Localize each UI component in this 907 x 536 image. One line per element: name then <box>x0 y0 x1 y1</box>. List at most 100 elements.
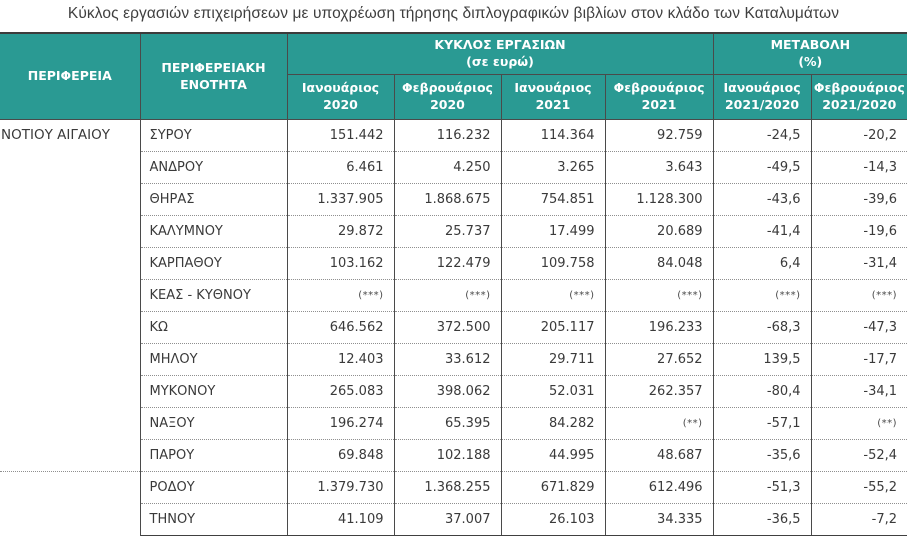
regional-unit-cell: ΠΑΡΟΥ <box>140 439 288 472</box>
value-cell: 122.479 <box>394 247 502 280</box>
table-row: ΚΩ 646.562 372.500 205.117 196.233 -68,3 -47,3 <box>0 311 907 344</box>
value-cell: 17.499 <box>501 215 606 248</box>
value-cell: -47,3 <box>811 311 907 344</box>
group-header-turnover-line2: (σε ευρώ) <box>466 54 534 69</box>
value-cell: 754.851 <box>501 183 606 216</box>
value-cell: 84.282 <box>501 407 606 440</box>
value-cell: (**) <box>811 407 907 440</box>
value-cell: 33.612 <box>394 343 502 376</box>
column-header-regional-unit: ΠΕΡΙΦΕΡΕΙΑΚΗ ΕΝΟΤΗΤΑ <box>139 32 288 120</box>
value-cell: 27.652 <box>605 343 714 376</box>
value-cell: 4.250 <box>394 151 502 184</box>
regional-unit-cell: ΚΕΑΣ - ΚΥΘΝΟΥ <box>140 279 288 312</box>
regional-unit-cell: ΝΑΞΟΥ <box>140 407 288 440</box>
value-cell: -80,4 <box>713 375 812 408</box>
group-header-change-line1: ΜΕΤΑΒΟΛΗ <box>770 37 851 53</box>
value-cell: -39,6 <box>811 183 907 216</box>
value-cell: 29.872 <box>287 215 395 248</box>
table-row: ΘΗΡΑΣ 1.337.905 1.868.675 754.851 1.128.300-… <box>0 183 907 216</box>
value-cell: 372.500 <box>394 311 502 344</box>
column-header-region: ΠΕΡΙΦΕΡΕΙΑ <box>0 32 141 120</box>
value-cell: 26.103 <box>501 503 606 536</box>
value-cell: -41,4 <box>713 215 812 248</box>
value-cell: 52.031 <box>501 375 606 408</box>
value-cell: -34,1 <box>811 375 907 408</box>
value-cell: 262.357 <box>605 375 714 408</box>
group-header-turnover-line1: ΚΥΚΛΟΣ ΕΡΓΑΣΙΩΝ <box>434 37 566 53</box>
value-cell: (***) <box>394 279 502 312</box>
regional-unit-cell: ΜΗΛΟΥ <box>140 343 288 376</box>
value-cell: 1.128.300 <box>605 183 714 216</box>
region-cell-continued <box>0 471 141 536</box>
value-cell: (***) <box>713 279 812 312</box>
value-cell: 1.379.730 <box>287 471 395 504</box>
regional-unit-cell: ΡΟΔΟΥ <box>140 471 288 504</box>
value-cell: -19,6 <box>811 215 907 248</box>
region-cell: ΝΟΤΙΟΥ ΑΙΓΑΙΟΥ <box>0 119 141 472</box>
value-cell: 1.337.905 <box>287 183 395 216</box>
column-header-jan-2020: Ιανουάριος 2020 <box>286 74 395 120</box>
value-cell: 29.711 <box>501 343 606 376</box>
value-cell: 84.048 <box>605 247 714 280</box>
regional-unit-cell: ΤΗΝΟΥ <box>140 503 288 536</box>
value-cell: 612.496 <box>605 471 714 504</box>
table-row: ΚΑΛΥΜΝΟΥ 29.872 25.737 17.499 20.689 -41,4 -19… <box>0 215 907 248</box>
column-header-feb-change: Φεβρουάριος 2021/2020 <box>810 74 907 120</box>
value-cell: -68,3 <box>713 311 812 344</box>
column-header-jan-change: Ιανουάριος 2021/2020 <box>712 74 812 120</box>
value-cell: -57,1 <box>713 407 812 440</box>
value-cell: 151.442 <box>287 119 395 152</box>
regional-unit-cell: ΣΥΡΟΥ <box>140 119 288 152</box>
value-cell: 103.162 <box>287 247 395 280</box>
regional-unit-cell: ΘΗΡΑΣ <box>140 183 288 216</box>
value-cell: (***) <box>501 279 606 312</box>
value-cell: -31,4 <box>811 247 907 280</box>
value-cell: 671.829 <box>501 471 606 504</box>
value-cell: 196.274 <box>287 407 395 440</box>
value-cell: 196.233 <box>605 311 714 344</box>
value-cell: -14,3 <box>811 151 907 184</box>
value-cell: -52,4 <box>811 439 907 472</box>
value-cell: 37.007 <box>394 503 502 536</box>
value-cell: -36,5 <box>713 503 812 536</box>
value-cell: 398.062 <box>394 375 502 408</box>
table-row: ΝΑΞΟΥ 196.274 65.395 84.282 (**) -57,1 (**) <box>0 407 907 440</box>
value-cell: 116.232 <box>394 119 502 152</box>
value-cell: (***) <box>605 279 714 312</box>
value-cell: -55,2 <box>811 471 907 504</box>
table-header: ΠΕΡΙΦΕΡΕΙΑ ΠΕΡΙΦΕΡΕΙΑΚΗ ΕΝΟΤΗΤΑ ΚΥΚΛΟΣ Ε… <box>0 32 907 120</box>
regional-unit-cell: ΚΑΛΥΜΝΟΥ <box>140 215 288 248</box>
regional-unit-cell: ΜΥΚΟΝΟΥ <box>140 375 288 408</box>
value-cell: 69.848 <box>287 439 395 472</box>
value-cell: 3.643 <box>605 151 714 184</box>
table-row: ΑΝΔΡΟΥ 6.461 4.250 3.265 3.643 -49,5 -14,3 <box>0 151 907 184</box>
value-cell: 646.562 <box>287 311 395 344</box>
regional-unit-cell: ΑΝΔΡΟΥ <box>140 151 288 184</box>
page-title: Κύκλος εργασιών επιχειρήσεων με υποχρέωσ… <box>67 5 840 22</box>
column-header-feb-2021: Φεβρουάριος 2021 <box>604 74 714 120</box>
value-cell: 20.689 <box>605 215 714 248</box>
value-cell: 65.395 <box>394 407 502 440</box>
value-cell: 44.995 <box>501 439 606 472</box>
value-cell: (**) <box>605 407 714 440</box>
value-cell: 114.364 <box>501 119 606 152</box>
value-cell: 205.117 <box>501 311 606 344</box>
value-cell: -51,3 <box>713 471 812 504</box>
table-body: ΝΟΤΙΟΥ ΑΙΓΑΙΟΥ ΣΥΡΟΥ 151.442 116.232 114.364… <box>0 119 907 536</box>
value-cell: 3.265 <box>501 151 606 184</box>
value-cell: 6.461 <box>287 151 395 184</box>
value-cell: 92.759 <box>605 119 714 152</box>
table-row: ΝΟΤΙΟΥ ΑΙΓΑΙΟΥ ΣΥΡΟΥ 151.442 116.232 114.364… <box>0 119 907 472</box>
column-header-jan-2021: Ιανουάριος 2021 <box>500 74 606 120</box>
value-cell: 12.403 <box>287 343 395 376</box>
table-row: ΤΗΝΟΥ 41.109 37.007 26.103 34.335 -36,5 -7,2 <box>0 503 907 536</box>
value-cell: -24,5 <box>713 119 812 152</box>
value-cell: 41.109 <box>287 503 395 536</box>
value-cell: (***) <box>287 279 395 312</box>
value-cell: -49,5 <box>713 151 812 184</box>
table-row: ΡΟΔΟΥ 1.379.730 1.368.255 671.829 612.496 -51… <box>0 471 907 536</box>
table-row: ΚΕΑΣ - ΚΥΘΝΟΥ (***) (***) (***) (***) (***) (*… <box>0 279 907 312</box>
regional-unit-cell: ΚΑΡΠΑΘΟΥ <box>140 247 288 280</box>
table-row: ΜΗΛΟΥ 12.403 33.612 29.711 27.652 139,5 -17,7 <box>0 343 907 376</box>
value-cell: 1.368.255 <box>394 471 502 504</box>
